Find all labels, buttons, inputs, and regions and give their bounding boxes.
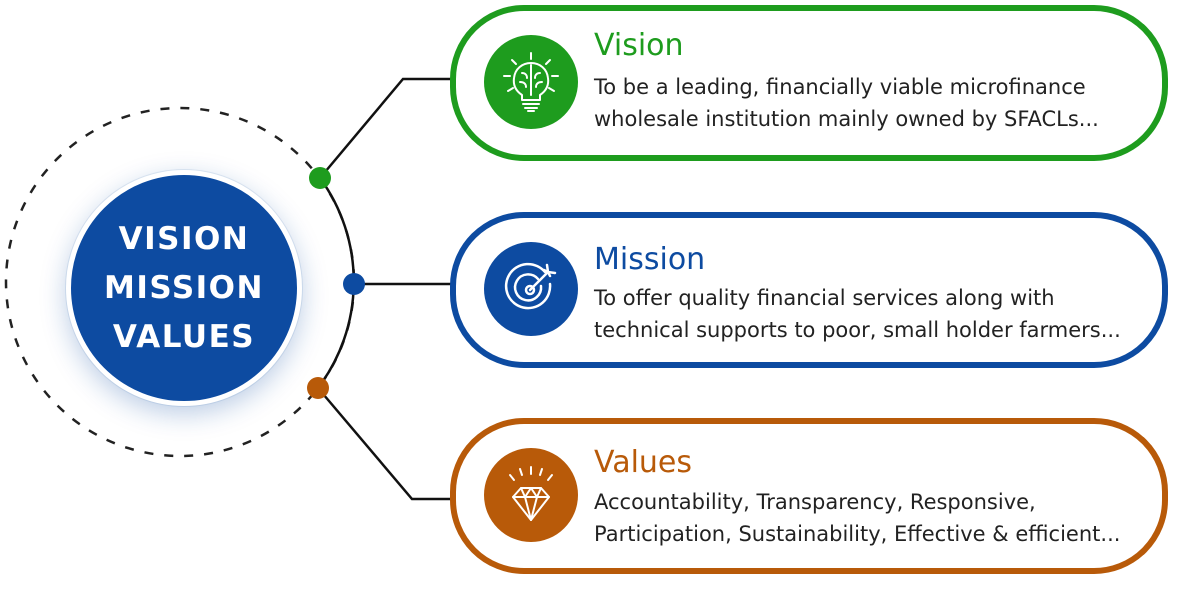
vision-title: Vision [594,28,684,63]
vision-description: To be a leading, financially viable micr… [594,71,1154,135]
vmv-hub-circle: VISION MISSION VALUES [66,170,302,406]
values-description-line: Accountability, Transparency, Responsive… [594,490,1036,514]
vision-card[interactable]: Vision To be a leading, financially viab… [450,5,1168,161]
values-title: Values [594,445,693,480]
diamond-icon [484,448,578,542]
mission-description-line: technical supports to poor, small holder… [594,318,1121,342]
hub-label-values: VALUES [112,318,256,355]
mission-description-line: To offer quality financial services alon… [594,286,1055,310]
connector-values [317,387,452,501]
values-description-line: Participation, Sustainability, Effective… [594,522,1121,546]
mission-node-dot [343,273,365,295]
values-card[interactable]: Values Accountability, Transparency, Res… [450,418,1168,574]
values-node-dot [307,377,329,399]
vision-node-dot [309,167,331,189]
mission-description: To offer quality financial services alon… [594,282,1154,346]
values-description: Accountability, Transparency, Responsive… [594,486,1154,550]
connector-vision [319,77,452,179]
brain-lightbulb-icon [484,35,578,129]
mission-card[interactable]: Mission To offer quality financial servi… [450,212,1168,368]
hub-label-vision: VISION [118,220,250,257]
vision-description-line: To be a leading, financially viable micr… [594,75,1086,99]
mission-title: Mission [594,242,706,277]
hub-label-mission: MISSION [104,269,264,306]
target-arrow-icon [484,242,578,336]
vision-description-line: wholesale institution mainly owned by SF… [594,107,1099,131]
